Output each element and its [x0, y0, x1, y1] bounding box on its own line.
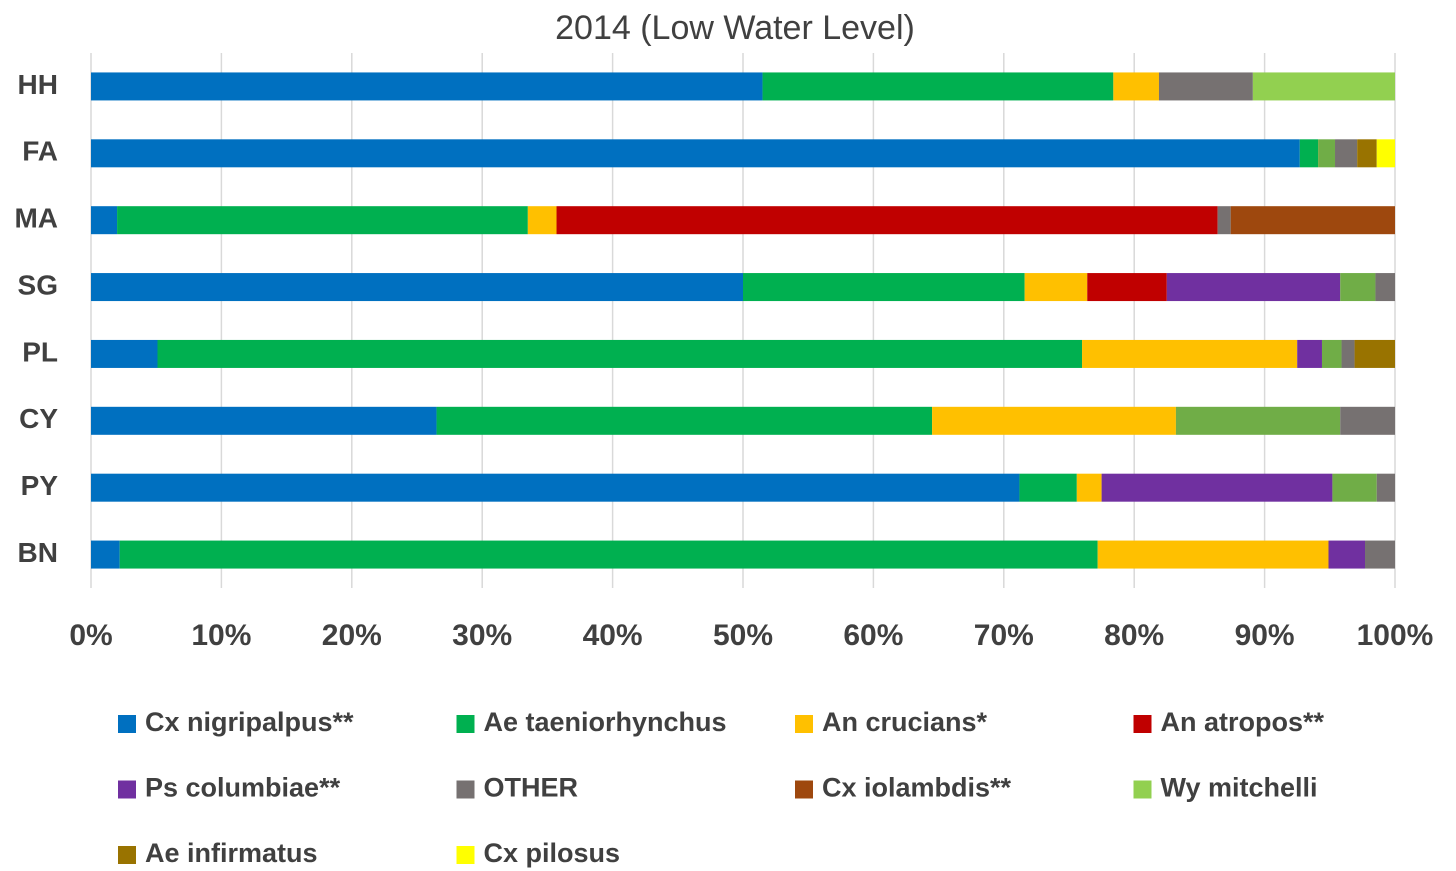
- legend-swatch: [118, 715, 136, 733]
- bar-segment: [1341, 339, 1355, 368]
- legend-label: An crucians*: [822, 707, 988, 737]
- bar-segment: [1354, 339, 1395, 368]
- y-tick-label: PL: [22, 336, 58, 367]
- x-tick-label: 0%: [69, 619, 112, 652]
- bar-segment: [1082, 339, 1298, 368]
- bar-segment: [1019, 473, 1077, 502]
- bar-segment: [1328, 540, 1366, 569]
- bar-segment: [1158, 72, 1253, 101]
- legend-swatch: [1133, 715, 1152, 733]
- x-tick-label: 10%: [191, 619, 251, 652]
- legend-swatch: [795, 715, 813, 733]
- bar-segment: [1375, 273, 1395, 302]
- x-tick-label: 30%: [452, 619, 512, 652]
- bar-segment: [1087, 273, 1167, 302]
- legend-label: Ps columbiae**: [145, 773, 341, 803]
- bar-segment: [1175, 406, 1341, 435]
- y-tick-label: FA: [22, 136, 58, 167]
- x-tick-label: 100%: [1357, 619, 1434, 652]
- x-tick-label: 80%: [1104, 619, 1164, 652]
- legend-swatch: [1133, 780, 1152, 799]
- bar-segment: [1252, 72, 1395, 101]
- bar-segment: [117, 206, 528, 235]
- x-tick-label: 70%: [974, 619, 1034, 652]
- bar-segment: [556, 206, 1218, 235]
- bar-segment: [932, 406, 1176, 435]
- legend-label: Ae taeniorhynchus: [484, 707, 727, 737]
- bar-segment: [1297, 339, 1322, 368]
- legend-swatch: [118, 780, 136, 799]
- bar-segment: [1376, 473, 1395, 502]
- legend-label: Cx iolambdis**: [822, 773, 1012, 803]
- legend-swatch: [795, 780, 813, 799]
- bar-segment: [1097, 540, 1329, 569]
- legend-swatch: [456, 780, 475, 799]
- bar-segment: [1340, 406, 1395, 435]
- bar-segment: [743, 273, 1025, 302]
- bar-segment: [91, 139, 1300, 168]
- y-tick-label: BN: [18, 537, 58, 568]
- bar-segment: [91, 273, 743, 302]
- x-tick-label: 60%: [843, 619, 903, 652]
- bar-segment: [1340, 273, 1376, 302]
- legend-label: OTHER: [484, 773, 579, 803]
- y-tick-label: SG: [18, 269, 58, 300]
- legend-label: Ae infirmatus: [145, 838, 318, 868]
- bar-segment: [91, 339, 158, 368]
- legend-swatch: [118, 846, 136, 864]
- bar-segment: [1321, 339, 1342, 368]
- bar-segment: [1230, 206, 1395, 235]
- chart-title: 2014 (Low Water Level): [555, 9, 915, 47]
- bar-segment: [1365, 540, 1395, 569]
- bar-segment: [91, 473, 1020, 502]
- bar-segment: [1318, 139, 1336, 168]
- bar-segment: [1101, 473, 1333, 502]
- bar-segment: [1166, 273, 1341, 302]
- x-tick-label: 90%: [1235, 619, 1295, 652]
- bar-segment: [91, 406, 437, 435]
- legend-label: Wy mitchelli: [1161, 773, 1318, 803]
- bar-segment: [1335, 139, 1358, 168]
- bar-segment: [1024, 273, 1088, 302]
- bar-segment: [1076, 473, 1102, 502]
- x-tick-label: 20%: [322, 619, 382, 652]
- y-tick-label: CY: [19, 403, 58, 434]
- bar-segment: [1376, 139, 1395, 168]
- bar-segment: [91, 206, 118, 235]
- x-tick-label: 40%: [583, 619, 643, 652]
- bar-segment: [1299, 139, 1319, 168]
- legend-label: Cx nigripalpus**: [145, 707, 354, 737]
- bar-segment: [762, 72, 1114, 101]
- legend-label: Cx pilosus: [484, 838, 621, 868]
- legend-swatch: [456, 715, 475, 733]
- bar-segment: [157, 339, 1083, 368]
- bar-segment: [1332, 473, 1377, 502]
- x-tick-label: 50%: [713, 619, 773, 652]
- y-tick-label: HH: [18, 69, 58, 100]
- bar-segment: [91, 72, 763, 101]
- y-tick-label: MA: [14, 203, 58, 234]
- bar-segment: [436, 406, 933, 435]
- legend-label: An atropos**: [1161, 707, 1325, 737]
- bar-segment: [1217, 206, 1231, 235]
- bar-segment: [91, 540, 120, 569]
- bar-segment: [119, 540, 1098, 569]
- bar-segment: [527, 206, 557, 235]
- bar-segment: [1113, 72, 1159, 101]
- y-tick-label: PY: [21, 470, 59, 501]
- bar-segment: [1357, 139, 1377, 168]
- legend-swatch: [456, 846, 475, 864]
